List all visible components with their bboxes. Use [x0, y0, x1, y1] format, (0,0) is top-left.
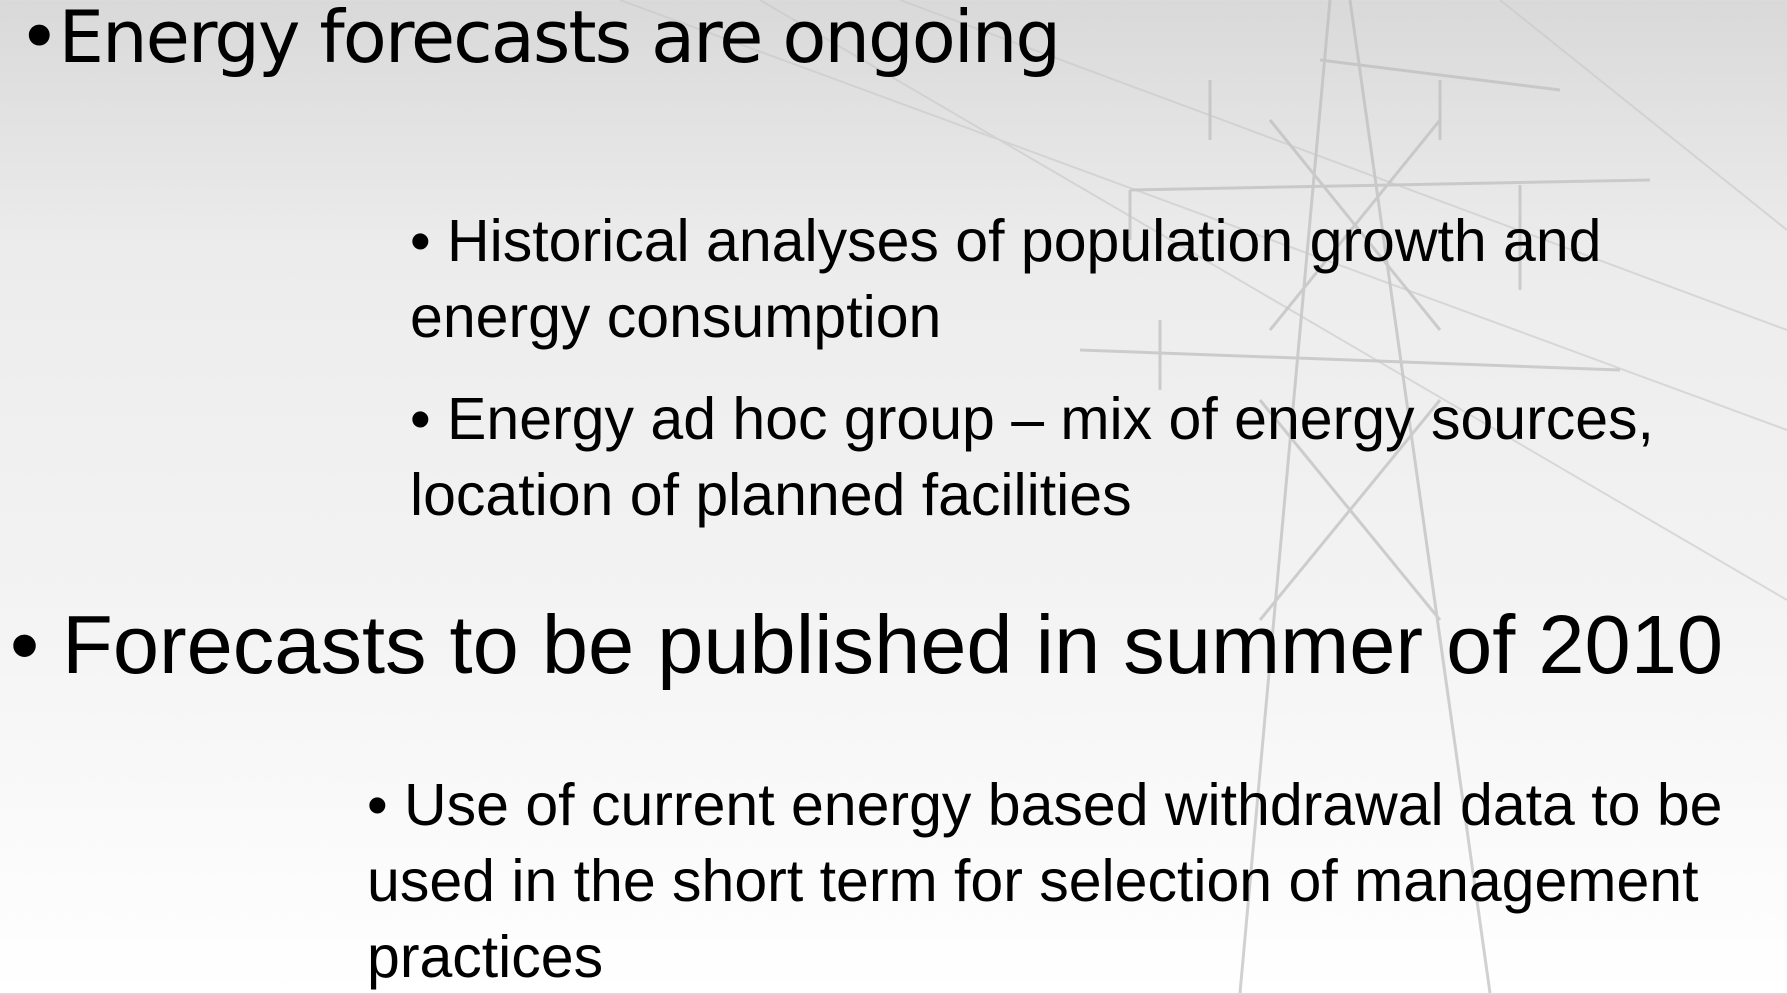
sub-bullet: • Historical analyses of population grow…	[410, 208, 1602, 350]
bullet: • Forecasts to be published in summer of…	[10, 598, 1724, 691]
sub-bullet: • Energy ad hoc group – mix of energy so…	[410, 386, 1654, 528]
bullet: •Energy forecasts are ongoing	[18, 0, 1061, 79]
sub-bullet: • Use of current energy based withdrawal…	[367, 772, 1723, 990]
